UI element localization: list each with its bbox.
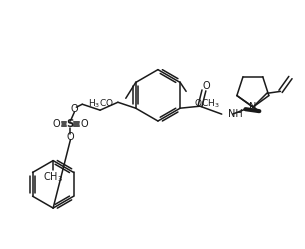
Text: CH$_3$: CH$_3$ [43,171,63,184]
Text: N: N [249,102,257,112]
Text: NH: NH [228,109,242,119]
Text: O: O [70,104,78,114]
Text: O: O [81,119,88,129]
Text: OCH$_3$: OCH$_3$ [194,98,220,111]
Text: H$_3$CO: H$_3$CO [88,98,114,111]
Text: O: O [202,81,210,91]
Text: O: O [53,119,60,129]
Text: S: S [67,119,74,129]
Text: O: O [66,132,74,142]
